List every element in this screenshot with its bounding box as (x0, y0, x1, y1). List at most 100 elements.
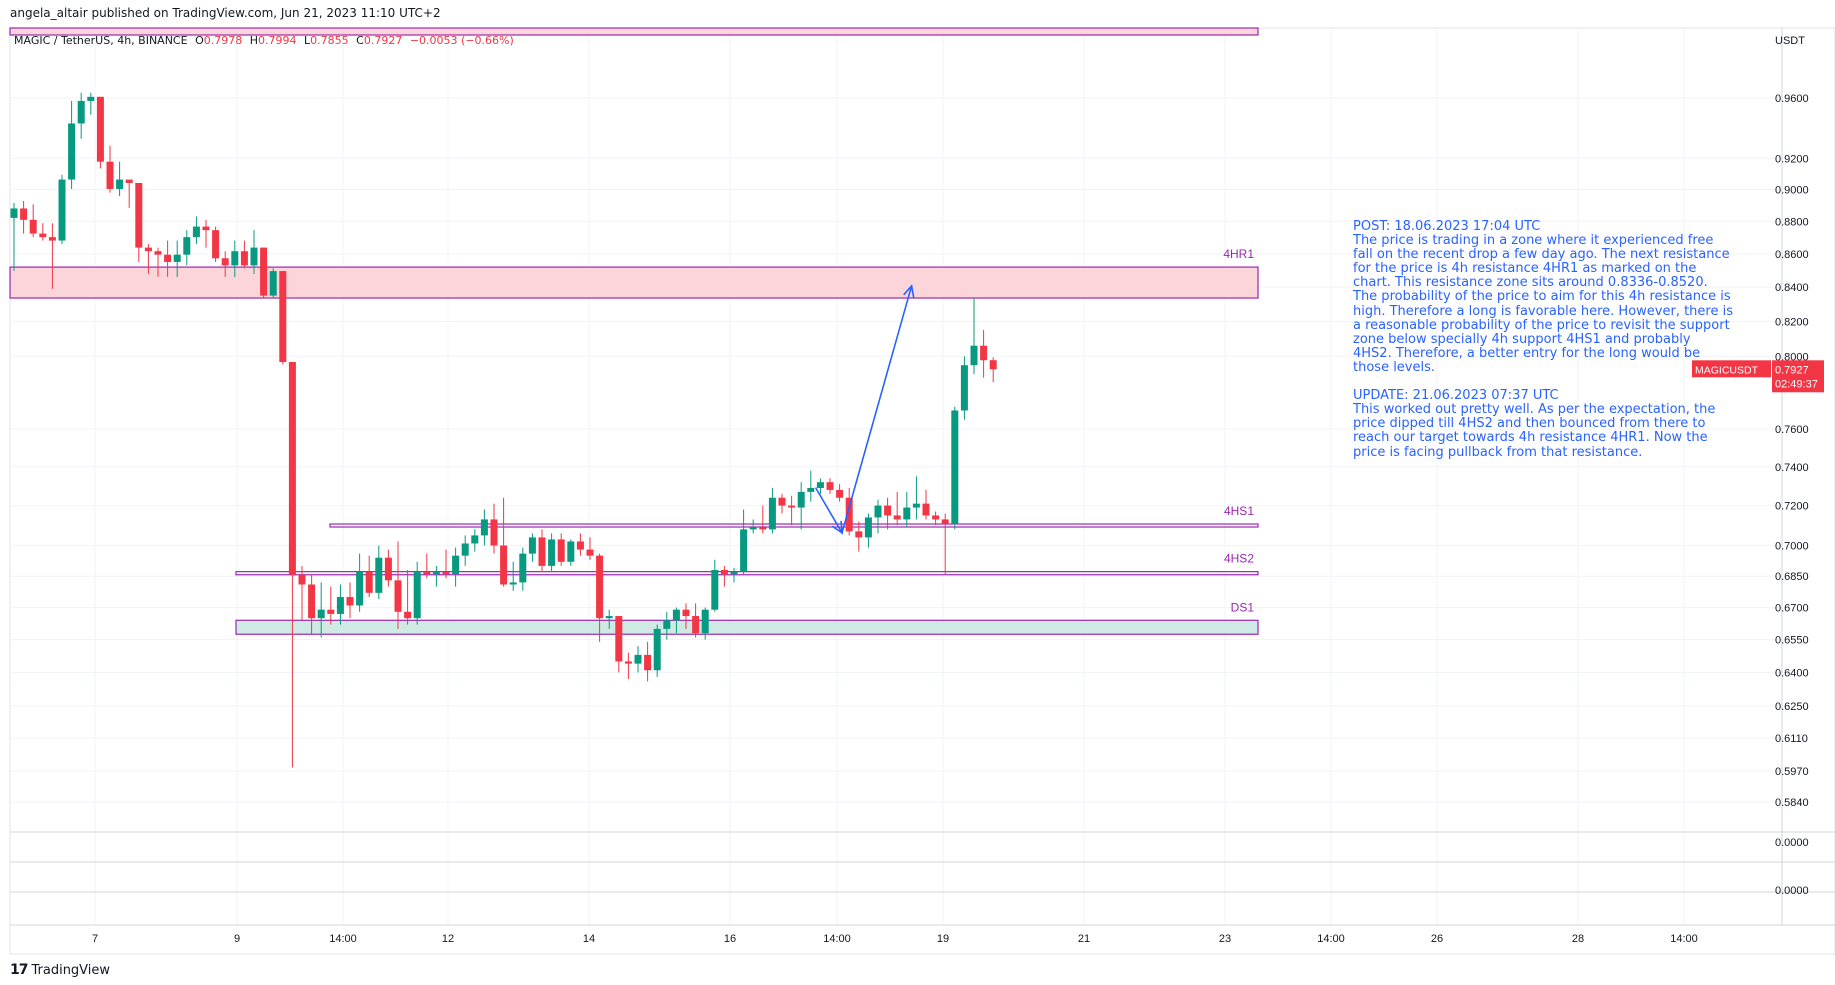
zone-4hr1 (9, 266, 1259, 299)
price-tick: 0.7400 (1775, 462, 1809, 474)
candle (682, 603, 690, 629)
candle (672, 607, 680, 634)
candle-body (144, 247, 152, 252)
price-tick: 0.6400 (1775, 667, 1809, 679)
candle (135, 182, 143, 262)
candle (740, 509, 748, 575)
zone-label: 4HR1 (1223, 247, 1254, 261)
time-tick: 28 (1572, 933, 1584, 945)
candle (490, 503, 498, 554)
published-by-text: angela_altair published on TradingView.c… (10, 6, 441, 20)
candle (346, 582, 354, 619)
candle-body (778, 497, 786, 506)
candle-body (500, 545, 508, 585)
candle-body (663, 620, 671, 629)
candle-body (922, 503, 930, 516)
time-tick: 14:00 (1670, 933, 1698, 945)
candle-body (471, 535, 479, 544)
candle (404, 569, 412, 625)
zone-ds1 (235, 619, 1259, 635)
time-axis: 7 9 14:00 12 14 16 14:00 19 21 23 14:00 26 28 14:00 (92, 933, 1698, 945)
candle-body (989, 360, 997, 370)
candle-body (951, 410, 959, 524)
candle (144, 243, 152, 274)
candle (615, 616, 623, 673)
close-label: C (356, 34, 364, 47)
candle (960, 356, 968, 420)
candle-body (807, 487, 815, 492)
arrowhead-down (831, 520, 843, 535)
candle (567, 539, 575, 566)
candle-body (336, 597, 344, 614)
candle-body (816, 482, 824, 488)
candle-body (845, 497, 853, 532)
price-tick: 0.9000 (1775, 184, 1809, 196)
candle (711, 559, 719, 612)
candle-body (260, 247, 268, 296)
candle (106, 145, 114, 193)
price-tick: 0.8800 (1775, 216, 1809, 228)
price-tick: 0.5970 (1775, 766, 1809, 778)
zone-4hs1 (329, 523, 1259, 528)
tradingview-footer[interactable]: 17 TradingView (10, 962, 110, 978)
candle-body (87, 96, 95, 101)
candle (509, 561, 517, 591)
candle (874, 499, 882, 534)
candle (557, 533, 565, 566)
candle-body (404, 611, 412, 619)
candle-body (576, 541, 584, 550)
candle (212, 226, 220, 262)
candle-body (250, 247, 258, 266)
candle-body (519, 553, 527, 583)
time-tick: 16 (724, 933, 736, 945)
candle-body (596, 555, 604, 619)
candle-body (48, 237, 56, 241)
candle-body (308, 584, 316, 619)
candle-body (509, 582, 517, 585)
candle (58, 174, 66, 245)
tradingview-brand: TradingView (31, 962, 111, 978)
candle (327, 586, 335, 625)
price-tick: 0.6550 (1775, 635, 1809, 647)
candle (989, 357, 997, 383)
candle-body (624, 661, 632, 664)
candle-body (970, 345, 978, 366)
candle (471, 529, 479, 552)
zone-label: DS1 (1231, 600, 1255, 614)
candle-body (279, 271, 287, 362)
candle-body (893, 515, 901, 520)
low-label: L (304, 34, 311, 47)
candle (749, 519, 757, 534)
candle-body (644, 654, 652, 671)
candle-body (202, 226, 210, 231)
candle (288, 361, 296, 768)
open-label: O (195, 34, 204, 47)
price-tag-timer: 02:49:37 (1775, 378, 1818, 390)
candle (836, 484, 844, 502)
candle (29, 204, 37, 238)
candle (778, 493, 786, 514)
candlestick-series (10, 92, 997, 768)
price-tick: 0.8600 (1775, 249, 1809, 261)
candle-body (116, 179, 124, 189)
candle-body (711, 569, 719, 610)
candle (250, 230, 258, 274)
candle-body (183, 237, 191, 255)
candle-body (730, 572, 738, 575)
time-tick: 19 (937, 933, 949, 945)
support-resistance-zones: 4HR1 4HS1 4HS2 DS1 (9, 27, 1259, 635)
time-tick: 14 (583, 933, 595, 945)
change-value: −0.0053 (−0.66%) (409, 34, 514, 47)
candle-body (461, 543, 469, 556)
candle (365, 555, 373, 598)
candle (87, 92, 95, 115)
candle-body (557, 539, 565, 562)
candle-body (452, 555, 460, 575)
candle-body (701, 609, 709, 634)
candle-body (346, 597, 354, 606)
candle-body (836, 489, 844, 498)
time-tick: 23 (1219, 933, 1231, 945)
candle (980, 329, 988, 378)
candle (922, 489, 930, 520)
